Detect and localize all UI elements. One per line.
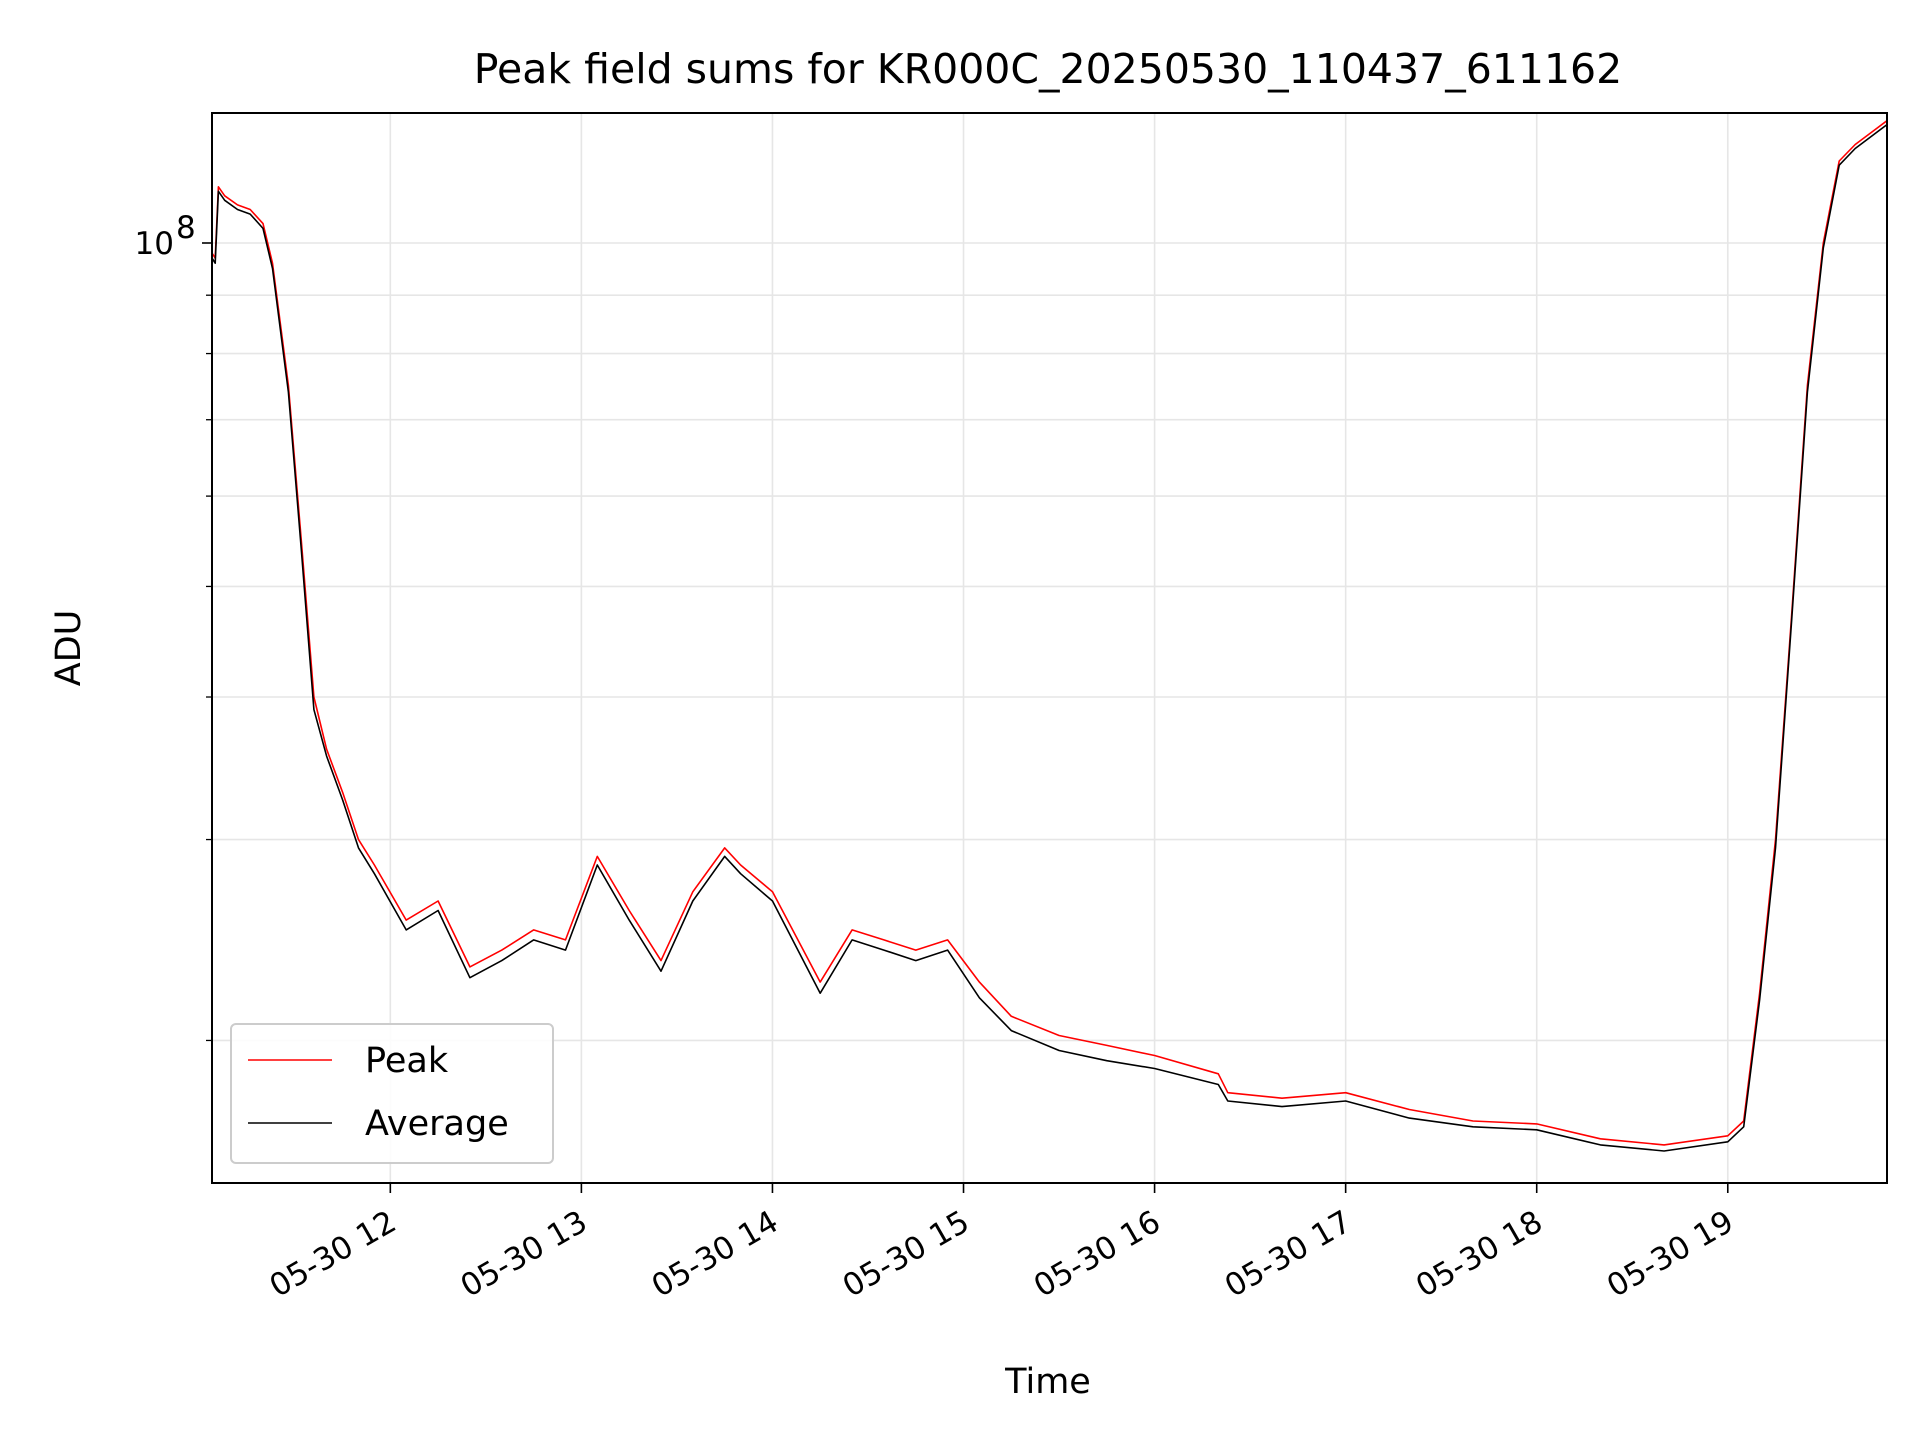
series-line-average: [212, 123, 1887, 1152]
legend-box: [230, 1023, 554, 1164]
y-tick-exponent: 8: [176, 210, 196, 246]
legend: Peak Average: [230, 1023, 554, 1164]
x-axis-title: Time: [1004, 1362, 1091, 1402]
plot-frame: [211, 112, 1888, 1184]
legend-label-peak: Peak: [365, 1041, 449, 1081]
y-axis-title: ADU: [49, 610, 89, 687]
series-line-peak: [212, 120, 1887, 1146]
y-tick-label: 10: [135, 226, 174, 262]
series-layer: [212, 120, 1887, 1152]
legend-label-average: Average: [365, 1104, 509, 1144]
y-axis: 10 8: [135, 210, 212, 1042]
chart-title: Peak field sums for KR000C_20250530_1104…: [474, 45, 1622, 93]
